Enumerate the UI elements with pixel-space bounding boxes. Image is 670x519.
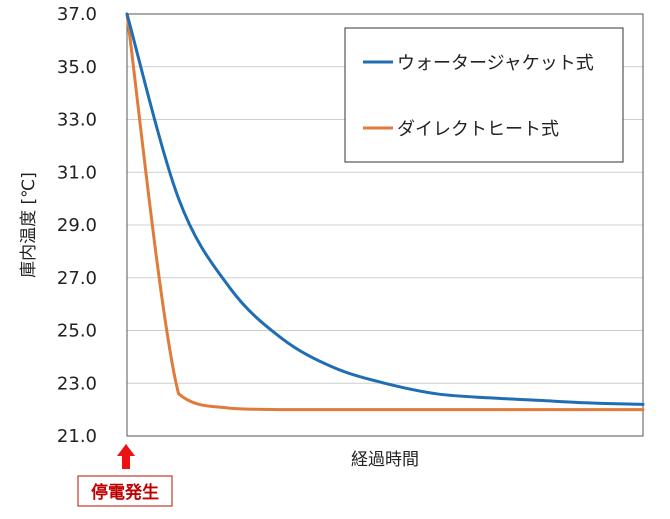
power-outage-callout: 停電発生 [77, 444, 173, 507]
y-tick-label: 25.0 [57, 321, 97, 342]
plot-area [126, 13, 644, 437]
y-tick-label: 27.0 [57, 268, 97, 289]
callout-box [77, 475, 173, 507]
y-tick-label: 31.0 [57, 162, 97, 183]
gridlines [127, 66, 643, 384]
series-line [125, 12, 645, 406]
x-axis-label: 経過時間 [351, 450, 419, 470]
legend-label: ウォータージャケット式 [397, 53, 594, 74]
y-tick-label: 35.0 [57, 57, 97, 78]
series-lines [125, 12, 645, 412]
legend-box [344, 27, 624, 163]
y-axis-ticks: 37.0 35.0 33.0 31.0 29.0 27.0 25.0 23.0 21.0 [57, 4, 97, 447]
up-arrow-icon [117, 444, 135, 469]
y-tick-label: 37.0 [57, 4, 97, 25]
y-tick-label: 21.0 [57, 426, 97, 447]
y-tick-label: 33.0 [57, 110, 97, 131]
y-tick-label: 29.0 [57, 215, 97, 236]
series-line [125, 12, 645, 412]
callout-label: 停電発生 [91, 482, 159, 503]
y-axis-label: 庫内温度 [℃] [19, 172, 39, 278]
legend-label: ダイレクトヒート式 [397, 119, 559, 140]
y-tick-label: 23.0 [57, 373, 97, 394]
